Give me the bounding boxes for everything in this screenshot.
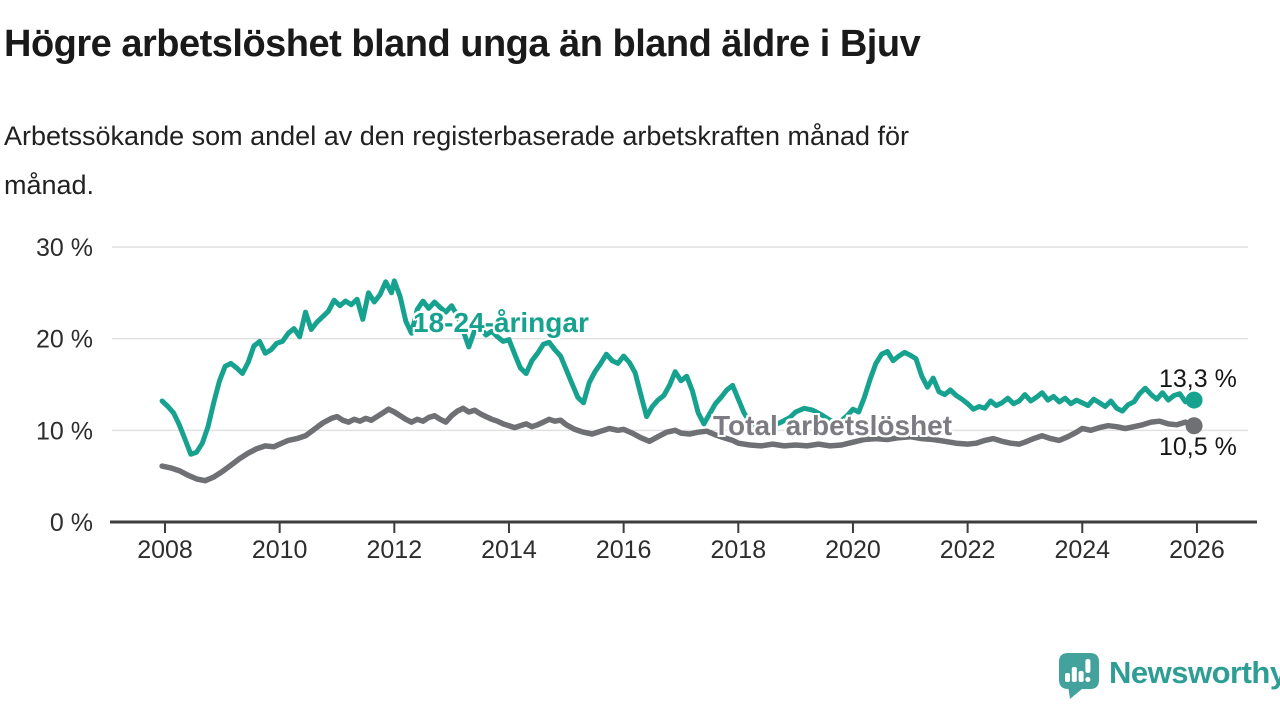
x-axis (110, 520, 1257, 533)
svg-text:2022: 2022 (940, 536, 996, 564)
svg-text:2016: 2016 (596, 536, 652, 564)
series-label-total: Total arbetslöshet (713, 410, 953, 441)
latest-value-total: 10,5 % (1159, 433, 1237, 461)
svg-text:0 %: 0 % (50, 509, 93, 537)
latest-value-dots (1185, 391, 1203, 435)
svg-text:2012: 2012 (367, 536, 423, 564)
svg-text:20 %: 20 % (36, 326, 93, 354)
svg-text:2026: 2026 (1169, 536, 1225, 564)
svg-text:2010: 2010 (252, 536, 308, 564)
chart-subtitle: Arbetssökande som andel av den registerb… (4, 121, 910, 200)
newsworthy-logo: Newsworthy (1058, 652, 1280, 699)
svg-text:2008: 2008 (137, 536, 193, 564)
svg-text:2020: 2020 (825, 536, 881, 564)
latest-value-young: 13,3 % (1159, 365, 1237, 393)
svg-text:30 %: 30 % (36, 234, 93, 262)
svg-text:2014: 2014 (481, 536, 537, 564)
series-label-young: 18-24-åringar (413, 307, 589, 338)
newsworthy-logo-text: Newsworthy (1109, 655, 1280, 690)
svg-text:10 %: 10 % (36, 417, 93, 445)
y-axis-labels: 0 % 10 % 20 % 30 % (36, 234, 93, 537)
page-title: Högre arbetslöshet bland unga än bland ä… (4, 23, 921, 65)
x-axis-labels: 2008 2010 2012 2014 2016 2018 2020 2022 2024 2026 (137, 536, 1225, 564)
svg-text:2018: 2018 (710, 536, 766, 564)
series-lines (159, 278, 1197, 484)
svg-text:2024: 2024 (1054, 536, 1110, 564)
speech-bubble-bar-chart-icon (1059, 653, 1099, 699)
